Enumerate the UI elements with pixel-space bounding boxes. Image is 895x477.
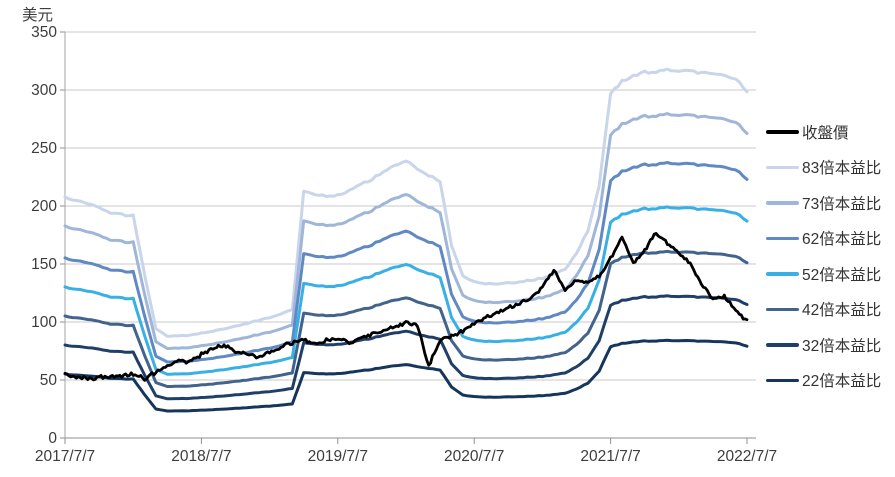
legend-item-pe-62x: 62倍本益比 [766, 221, 894, 257]
legend-item-pe-42x: 42倍本益比 [766, 292, 894, 328]
legend-swatch-pe-73x [766, 201, 799, 205]
pe-band-line-73x [63, 112, 749, 350]
legend-swatch-pe-52x [766, 272, 799, 276]
close-price-line [63, 231, 749, 382]
y-axis-tick-label: 100 [31, 314, 57, 331]
y-axis-tick-label: 200 [31, 198, 57, 215]
x-axis-tick-label: 2017/7/7 [35, 448, 95, 465]
legend-swatch-pe-42x [766, 307, 799, 311]
legend-label: 22倍本益比 [802, 373, 882, 391]
legend-label: 83倍本益比 [802, 160, 882, 178]
y-axis-tick-label: 300 [31, 82, 57, 99]
legend-label: 52倍本益比 [802, 266, 882, 284]
legend-item-pe-22x: 22倍本益比 [766, 363, 894, 399]
legend-item-pe-52x: 52倍本益比 [766, 256, 894, 292]
pe-band-line-42x [63, 249, 749, 388]
legend-label: 62倍本益比 [802, 231, 882, 249]
pe-band-line-83x [63, 67, 749, 338]
y-axis-tick-label: 50 [40, 372, 58, 389]
legend-label: 42倍本益比 [802, 302, 882, 320]
legend-item-pe-73x: 73倍本益比 [766, 185, 894, 221]
y-axis-tick-label: 350 [31, 24, 57, 41]
legend-label: 73倍本益比 [802, 195, 882, 213]
y-axis-tick-label: 150 [31, 256, 57, 273]
x-axis-tick-label: 2018/7/7 [171, 448, 231, 465]
chart-legend: 收盤價 83倍本益比 73倍本益比 62倍本益比 52倍本益比 42倍本益比 32倍本益比 2… [766, 114, 894, 398]
legend-label: 收盤價 [802, 124, 849, 142]
y-axis-tick-label: 0 [48, 430, 57, 447]
pe-band-line-52x [63, 205, 749, 376]
y-axis-unit-label: 美元 [22, 7, 54, 24]
pe-band-line-32x [63, 294, 749, 401]
x-axis-tick-label: 2020/7/7 [444, 448, 504, 465]
legend-swatch-pe-83x [766, 165, 799, 169]
legend-item-close-price: 收盤價 [766, 114, 894, 150]
x-axis-tick-label: 2019/7/7 [308, 448, 368, 465]
x-axis-tick-label: 2022/7/7 [717, 448, 777, 465]
legend-swatch-pe-62x [766, 236, 799, 240]
pe-band-line-22x [63, 338, 749, 413]
legend-swatch-pe-32x [766, 343, 799, 347]
legend-item-pe-32x: 32倍本益比 [766, 327, 894, 363]
y-axis-tick-label: 250 [31, 140, 57, 157]
x-axis-tick-label: 2021/7/7 [580, 448, 640, 465]
legend-label: 32倍本益比 [802, 337, 882, 355]
legend-swatch-pe-22x [766, 378, 799, 382]
legend-swatch-close-price [766, 130, 799, 134]
legend-item-pe-83x: 83倍本益比 [766, 150, 894, 186]
